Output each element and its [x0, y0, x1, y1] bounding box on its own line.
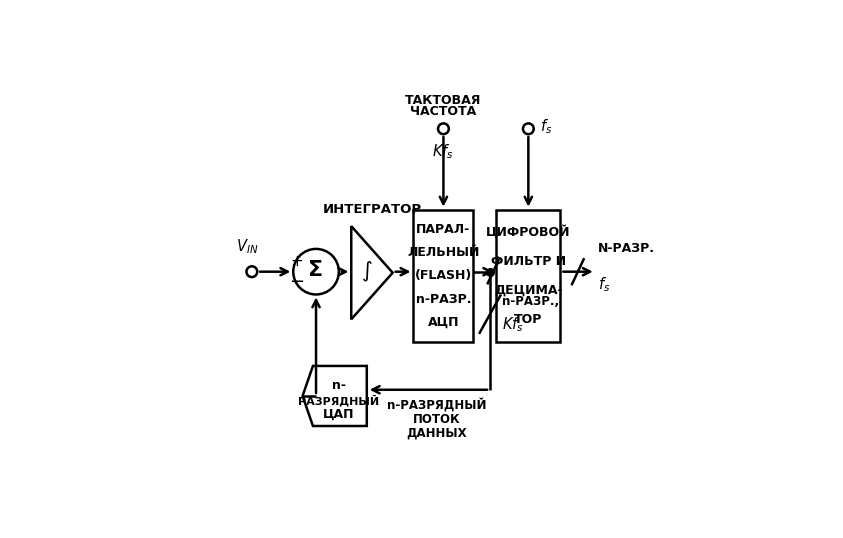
Text: АЦП: АЦП — [427, 316, 459, 329]
Text: n-РАЗР.: n-РАЗР. — [416, 293, 471, 306]
Text: $f_s$: $f_s$ — [540, 117, 552, 136]
Text: (FLASH): (FLASH) — [415, 270, 472, 282]
Text: ПАРАЛ-: ПАРАЛ- — [416, 223, 470, 236]
Text: N-РАЗР.: N-РАЗР. — [598, 242, 655, 255]
Text: ИНТЕГРАТОР: ИНТЕГРАТОР — [322, 203, 422, 216]
Text: n-РАЗР.,: n-РАЗР., — [502, 295, 559, 308]
Text: ЦАП: ЦАП — [323, 408, 355, 421]
Text: ДЕЦИМА-: ДЕЦИМА- — [494, 284, 562, 297]
Text: n-: n- — [332, 379, 346, 392]
Text: ТОР: ТОР — [514, 313, 543, 326]
Text: ТАКТОВАЯ: ТАКТОВАЯ — [405, 94, 481, 107]
Text: ФИЛЬТР И: ФИЛЬТР И — [491, 255, 566, 268]
Text: Σ: Σ — [309, 260, 324, 280]
Text: ДАННЫХ: ДАННЫХ — [406, 427, 467, 440]
Text: ПОТОК: ПОТОК — [413, 413, 460, 426]
Text: РАЗРЯДНЫЙ: РАЗРЯДНЫЙ — [298, 394, 379, 406]
Text: $Kf_s$: $Kf_s$ — [432, 142, 454, 161]
Text: ∫: ∫ — [362, 260, 373, 281]
Text: $f_s$: $f_s$ — [598, 276, 610, 294]
Text: $Kf_s$: $Kf_s$ — [502, 315, 524, 334]
Text: $V_{IN}$: $V_{IN}$ — [237, 237, 259, 256]
Text: ЦИФРОВОЙ: ЦИФРОВОЙ — [486, 225, 571, 239]
Text: ЧАСТОТА: ЧАСТОТА — [411, 105, 476, 118]
Text: −: − — [289, 273, 304, 291]
Text: ЛЕЛЬНЫЙ: ЛЕЛЬНЫЙ — [407, 246, 480, 259]
Bar — [497, 209, 561, 342]
Text: +: + — [290, 254, 303, 269]
Text: n-РАЗРЯДНЫЙ: n-РАЗРЯДНЫЙ — [387, 398, 486, 412]
Bar — [413, 209, 474, 342]
